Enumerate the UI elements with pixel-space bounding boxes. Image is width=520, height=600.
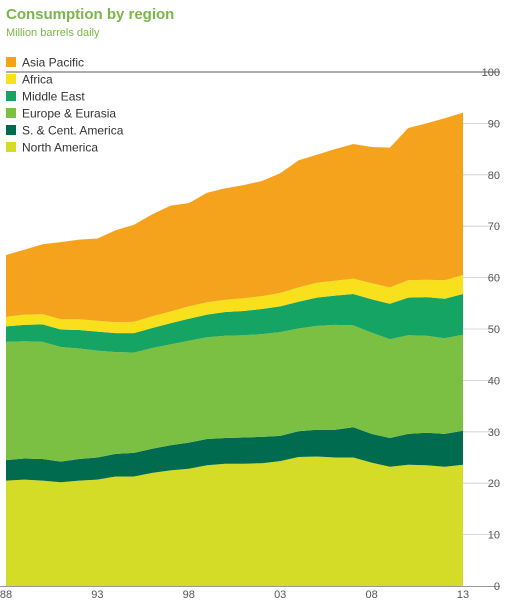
y-tick-labels: 0 10 20 30 40 50 60 70 80 90 100 bbox=[482, 67, 500, 593]
legend-label-africa: Africa bbox=[22, 73, 53, 87]
x-tick-label-08: 08 bbox=[365, 589, 377, 600]
area-asia-pacific bbox=[6, 112, 463, 323]
x-tick-label-13: 13 bbox=[457, 589, 469, 600]
x-tick-label-03: 03 bbox=[274, 589, 286, 600]
y-tick-label-90: 90 bbox=[488, 118, 500, 130]
legend-label-asia-pacific: Asia Pacific bbox=[22, 56, 84, 70]
legend-swatch-north-america bbox=[6, 142, 16, 152]
area-africa bbox=[6, 275, 463, 334]
legend-swatch-s-cent-america bbox=[6, 125, 16, 135]
x-tick-labels: 88 93 98 03 08 13 bbox=[0, 589, 469, 600]
y-tick-label-10: 10 bbox=[488, 530, 500, 542]
y-tick-label-30: 30 bbox=[488, 427, 500, 439]
chart-subtitle: Million barrels daily bbox=[6, 27, 100, 39]
legend: Asia Pacific Africa Middle East Europe & Eu… bbox=[6, 56, 124, 155]
legend-swatch-europe-eurasia bbox=[6, 108, 16, 118]
legend-swatch-africa bbox=[6, 74, 16, 84]
x-tick-label-98: 98 bbox=[183, 589, 195, 600]
y-tick-label-100: 100 bbox=[482, 67, 500, 79]
legend-label-europe-eurasia: Europe & Eurasia bbox=[22, 107, 116, 121]
area-layers bbox=[6, 112, 463, 586]
y-tick-label-20: 20 bbox=[488, 478, 500, 490]
area-middle-east bbox=[6, 294, 463, 353]
x-tick-label-93: 93 bbox=[91, 589, 103, 600]
area-s-cent-america bbox=[6, 427, 463, 483]
area-north-america bbox=[6, 456, 463, 586]
area-europe-eurasia bbox=[6, 324, 463, 462]
gridlines bbox=[6, 71, 500, 535]
legend-swatch-asia-pacific bbox=[6, 57, 16, 67]
y-tick-label-70: 70 bbox=[488, 221, 500, 233]
y-tick-label-50: 50 bbox=[488, 324, 500, 336]
x-tick-label-88: 88 bbox=[0, 589, 12, 600]
legend-label-s-cent-america: S. & Cent. America bbox=[22, 124, 124, 138]
y-tick-label-40: 40 bbox=[488, 375, 500, 387]
y-tick-label-80: 80 bbox=[488, 170, 500, 182]
legend-label-north-america: North America bbox=[22, 141, 98, 155]
y-tick-label-60: 60 bbox=[488, 273, 500, 285]
legend-label-middle-east: Middle East bbox=[22, 90, 85, 104]
chart-title: Consumption by region bbox=[6, 6, 175, 23]
y-tick-label-0: 0 bbox=[494, 581, 500, 593]
legend-swatch-middle-east bbox=[6, 91, 16, 101]
